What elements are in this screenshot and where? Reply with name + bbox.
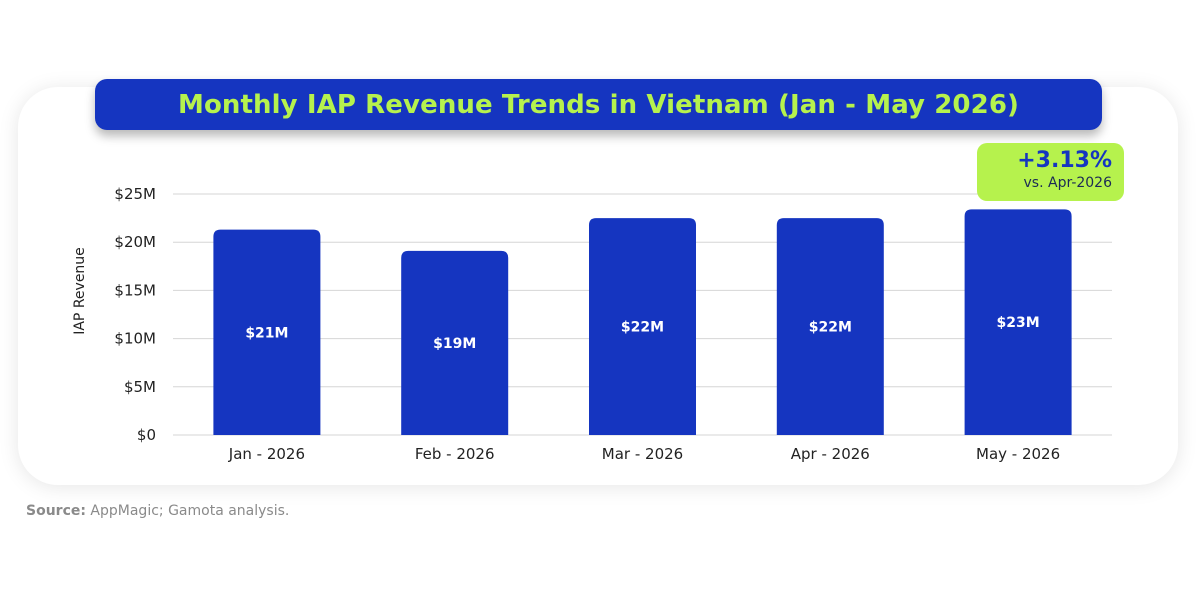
y-tick-label: $25M	[114, 185, 156, 203]
x-tick-label: Apr - 2026	[791, 445, 870, 463]
chart-title: Monthly IAP Revenue Trends in Vietnam (J…	[177, 89, 1019, 120]
x-tick-label: Feb - 2026	[415, 445, 495, 463]
source-text: AppMagic; Gamota analysis.	[85, 503, 290, 519]
x-tick-label: May - 2026	[976, 445, 1060, 463]
y-tick-label: $0	[137, 426, 156, 444]
y-tick-label: $15M	[114, 281, 156, 299]
y-axis-ticks: $0 $5M $10M $15M $20M $25M	[114, 185, 156, 444]
bar-value-label: $21M	[245, 325, 288, 341]
x-axis-ticks: Jan - 2026 Feb - 2026 Mar - 2026 Apr - 2026…	[228, 445, 1060, 463]
x-tick-label: Jan - 2026	[228, 445, 305, 463]
y-tick-label: $10M	[114, 330, 156, 348]
bar-value-label: $22M	[809, 320, 852, 336]
bar-value-label: $23M	[997, 315, 1040, 331]
bar	[401, 250, 509, 435]
y-tick-label: $5M	[124, 378, 156, 396]
bar	[776, 218, 884, 435]
source-label: Source:	[26, 503, 86, 519]
bars: $21M $19M $22M $22M $23M	[213, 209, 1072, 435]
chart-title-bar: Monthly IAP Revenue Trends in Vietnam (J…	[95, 79, 1102, 130]
y-axis-label: IAP Revenue	[72, 247, 88, 335]
bar-value-label: $19M	[433, 336, 476, 352]
source-note: Source: AppMagic; Gamota analysis.	[26, 503, 289, 519]
x-tick-label: Mar - 2026	[602, 445, 683, 463]
bar	[213, 229, 321, 435]
growth-badge: +3.13% vs. Apr-2026	[977, 143, 1124, 201]
y-tick-label: $20M	[114, 233, 156, 251]
growth-badge-value: +3.13%	[1017, 148, 1112, 173]
bar-value-label: $22M	[621, 320, 664, 336]
bar	[964, 209, 1072, 435]
bar	[589, 218, 696, 435]
growth-badge-label: vs. Apr-2026	[1023, 175, 1112, 191]
